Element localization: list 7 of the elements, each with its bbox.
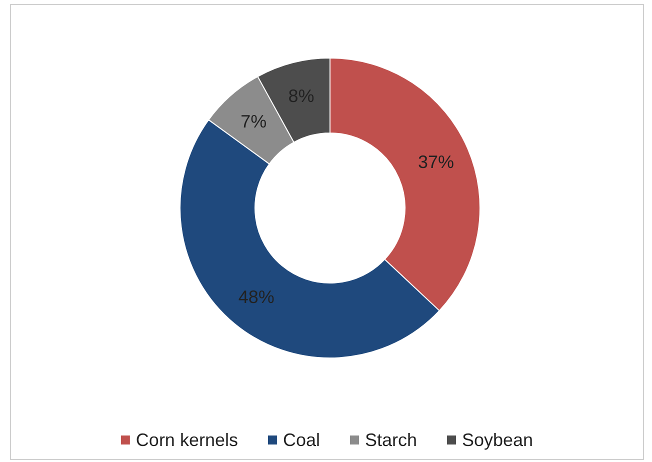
data-label: 48% (238, 286, 274, 307)
legend-label: Corn kernels (136, 430, 238, 450)
data-label: 37% (418, 152, 454, 172)
legend-label: Starch (364, 430, 418, 450)
legend-label: Coal (282, 430, 320, 450)
legend-label: Soybean (462, 430, 534, 450)
data-label: 7% (240, 111, 267, 132)
